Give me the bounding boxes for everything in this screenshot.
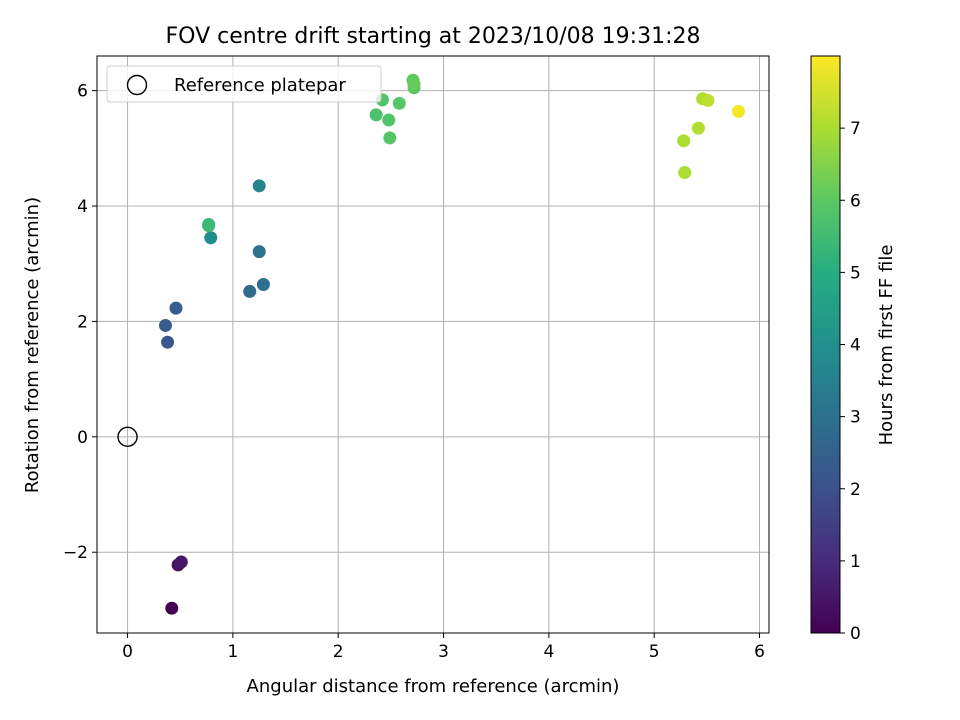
chart-title: FOV centre drift starting at 2023/10/08 … bbox=[166, 24, 701, 49]
plot-area bbox=[97, 56, 769, 633]
colorbar-ticks: 0 1 2 3 4 5 6 7 bbox=[840, 119, 861, 644]
data-point bbox=[691, 121, 705, 135]
data-point bbox=[243, 284, 257, 298]
colorbar-tick-label: 3 bbox=[850, 408, 861, 428]
data-point bbox=[678, 166, 692, 180]
x-tick-label: 3 bbox=[438, 642, 449, 662]
data-point bbox=[382, 113, 396, 127]
reference-marker bbox=[117, 426, 138, 448]
y-tick-label: 0 bbox=[77, 428, 88, 448]
data-point bbox=[165, 601, 179, 615]
colorbar-tick-label: 0 bbox=[850, 624, 861, 644]
data-points bbox=[158, 73, 745, 615]
y-tick-label: 4 bbox=[77, 197, 88, 217]
x-tick-label: 0 bbox=[122, 642, 133, 662]
data-point bbox=[161, 335, 175, 349]
colorbar bbox=[810, 55, 841, 634]
data-point bbox=[383, 131, 397, 145]
legend-box bbox=[106, 65, 382, 103]
colorbar-tick-label: 2 bbox=[850, 480, 861, 500]
x-tick-label: 5 bbox=[649, 642, 660, 662]
data-point bbox=[407, 77, 421, 91]
data-point bbox=[169, 301, 183, 315]
x-tick-label: 4 bbox=[543, 642, 554, 662]
data-point bbox=[392, 96, 406, 110]
data-point bbox=[701, 93, 715, 107]
data-point bbox=[677, 134, 691, 148]
legend: Reference platepar bbox=[106, 65, 382, 103]
x-tick-label: 6 bbox=[754, 642, 765, 662]
legend-marker bbox=[126, 74, 148, 96]
data-point bbox=[252, 245, 266, 259]
plot-frame bbox=[96, 55, 770, 634]
colorbar-tick-label: 1 bbox=[850, 552, 861, 572]
legend-entry-label: Reference platepar bbox=[174, 75, 346, 96]
x-tick-label: 2 bbox=[333, 642, 344, 662]
colorbar-tick-label: 6 bbox=[850, 191, 861, 211]
data-point bbox=[369, 108, 383, 122]
data-point bbox=[202, 219, 216, 233]
colorbar-label: Hours from first FF file bbox=[876, 245, 897, 446]
colorbar-tick-label: 4 bbox=[850, 336, 861, 356]
data-point bbox=[252, 179, 266, 193]
y-tick-label: −2 bbox=[63, 543, 88, 563]
data-point bbox=[731, 104, 745, 118]
colorbar-tick-label: 7 bbox=[850, 119, 861, 139]
y-tick-label: 2 bbox=[77, 312, 88, 332]
x-tick-label: 1 bbox=[227, 642, 238, 662]
x-axis-ticks: 0 1 2 3 4 5 6 bbox=[122, 633, 765, 662]
y-tick-label: 6 bbox=[77, 82, 88, 102]
data-point bbox=[158, 318, 172, 332]
y-axis-label: Rotation from reference (arcmin) bbox=[22, 197, 43, 493]
colorbar-tick-label: 5 bbox=[850, 263, 861, 283]
x-axis-label: Angular distance from reference (arcmin) bbox=[247, 676, 620, 697]
data-point bbox=[204, 231, 218, 245]
data-point bbox=[174, 555, 188, 569]
data-point bbox=[256, 277, 270, 291]
y-axis-ticks: −2 0 2 4 6 bbox=[63, 82, 97, 563]
